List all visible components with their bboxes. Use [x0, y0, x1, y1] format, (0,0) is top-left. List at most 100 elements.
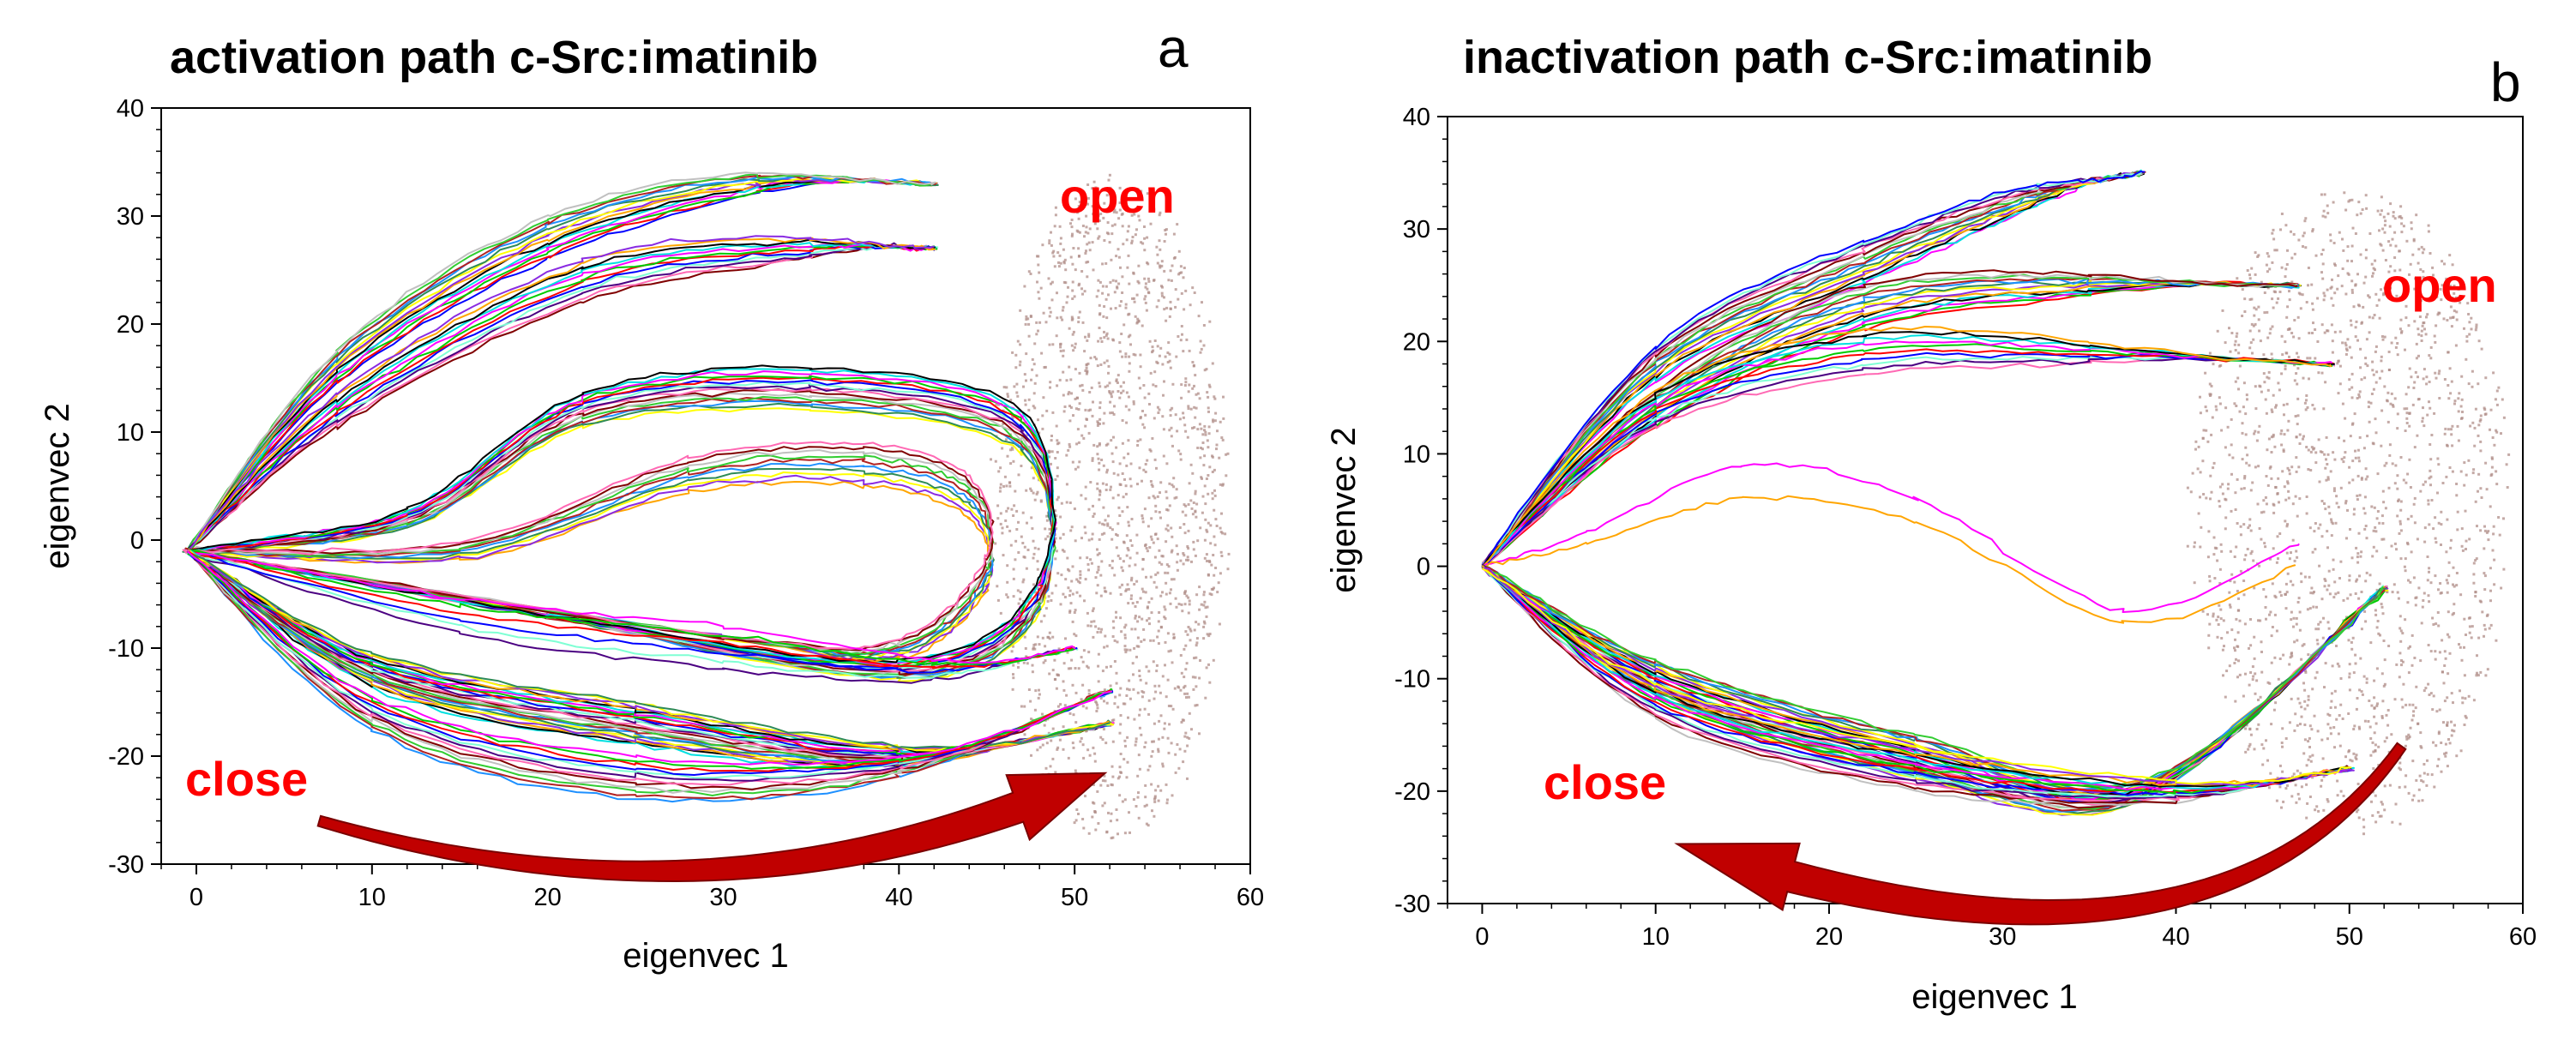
cloud-point: [2459, 417, 2463, 420]
cloud-point: [1135, 580, 1139, 583]
cloud-point: [1202, 464, 1206, 467]
cloud-point: [1123, 702, 1127, 706]
cloud-point: [2463, 674, 2466, 677]
cloud-point: [2373, 696, 2376, 700]
cloud-point: [1039, 620, 1043, 623]
cloud-point: [1151, 437, 1154, 440]
cloud-point: [2276, 492, 2279, 495]
cloud-point: [2455, 584, 2459, 587]
cloud-point: [1183, 503, 1186, 507]
cloud-point: [2468, 333, 2471, 336]
cloud-point: [2307, 267, 2310, 269]
cloud-point: [1072, 349, 1075, 352]
cloud-point: [2483, 588, 2487, 592]
cloud-point: [1054, 557, 1057, 561]
cloud-point: [2262, 588, 2266, 591]
cloud-point: [1153, 697, 1156, 700]
cloud-point: [2407, 791, 2410, 795]
cloud-point: [1116, 248, 1120, 251]
cloud-point: [1124, 306, 1128, 309]
cloud-point: [2388, 453, 2392, 457]
cloud-point: [2268, 466, 2272, 470]
cloud-point: [2380, 605, 2384, 609]
cloud-point: [2386, 709, 2390, 712]
cloud-point: [1158, 549, 1161, 552]
cloud-point: [1055, 424, 1058, 428]
cloud-point: [2200, 526, 2203, 529]
cloud-point: [2302, 752, 2306, 755]
cloud-point: [1141, 479, 1143, 483]
cloud-point: [2452, 315, 2455, 319]
cloud-point: [1165, 232, 1167, 236]
cloud-point: [1091, 187, 1094, 190]
cloud-point: [1097, 213, 1100, 217]
cloud-point: [1021, 542, 1025, 544]
cloud-point: [1098, 385, 1102, 388]
trajectory-line: [1482, 495, 2296, 624]
cloud-point: [2437, 730, 2441, 734]
cloud-point: [2477, 489, 2479, 493]
cloud-point: [2389, 402, 2392, 405]
cloud-point: [1010, 446, 1014, 449]
cloud-point: [2359, 347, 2362, 351]
cloud-point: [2259, 695, 2262, 699]
cloud-point: [2437, 588, 2440, 592]
cloud-point: [1171, 406, 1174, 410]
cloud-point: [2277, 477, 2280, 480]
cloud-point: [2337, 506, 2340, 509]
cloud-point: [1077, 205, 1080, 208]
cloud-point: [1095, 710, 1098, 712]
cloud-point: [2379, 634, 2381, 637]
cloud-point: [1025, 567, 1028, 570]
cloud-point: [2488, 627, 2491, 630]
cloud-point: [1129, 477, 1132, 481]
cloud-point: [2425, 315, 2428, 319]
cloud-point: [2473, 426, 2477, 429]
cloud-point: [1100, 628, 1104, 631]
cloud-point: [2360, 591, 2363, 593]
cloud-point: [1014, 353, 1018, 357]
cloud-point: [2407, 579, 2410, 582]
cloud-point: [2371, 814, 2374, 817]
cloud-point: [1150, 199, 1153, 202]
cloud-point: [1071, 280, 1074, 284]
cloud-point: [2364, 275, 2368, 279]
cloud-point: [1195, 393, 1198, 396]
cloud-point: [2444, 742, 2447, 746]
cloud-point: [1150, 597, 1153, 600]
cloud-point: [2218, 485, 2222, 489]
cloud-point: [2329, 732, 2332, 736]
cloud-point: [1096, 703, 1099, 706]
cloud-point: [2275, 301, 2278, 304]
cloud-point: [2278, 291, 2282, 293]
cloud-point: [1064, 268, 1068, 272]
cloud-point: [1097, 237, 1100, 240]
cloud-point: [2324, 381, 2327, 384]
cloud-point: [1168, 482, 1171, 485]
cloud-point: [1165, 306, 1169, 309]
trajectory-line: [187, 243, 936, 554]
cloud-point: [1116, 554, 1120, 557]
cloud-point: [1199, 447, 1202, 449]
cloud-point: [1147, 525, 1150, 528]
cloud-point: [2380, 444, 2383, 447]
cloud-point: [1142, 691, 1146, 694]
cloud-point: [2229, 350, 2232, 353]
cloud-point: [1020, 465, 1023, 467]
cloud-point: [1213, 489, 1216, 492]
cloud-point: [2378, 376, 2381, 380]
cloud-point: [2242, 405, 2245, 409]
cloud-point: [2387, 486, 2391, 489]
cloud-point: [2413, 521, 2417, 525]
cloud-point: [2420, 339, 2423, 342]
cloud-point: [1130, 239, 1134, 243]
cloud-point: [1181, 610, 1184, 613]
cloud-point: [2378, 814, 2381, 818]
cloud-point: [2302, 231, 2306, 235]
cloud-point: [2490, 465, 2494, 469]
cloud-point: [2244, 750, 2248, 754]
cloud-point: [2326, 288, 2329, 291]
cloud-point: [2320, 371, 2324, 375]
cloud-point: [2421, 417, 2424, 420]
cloud-point: [2463, 483, 2466, 487]
